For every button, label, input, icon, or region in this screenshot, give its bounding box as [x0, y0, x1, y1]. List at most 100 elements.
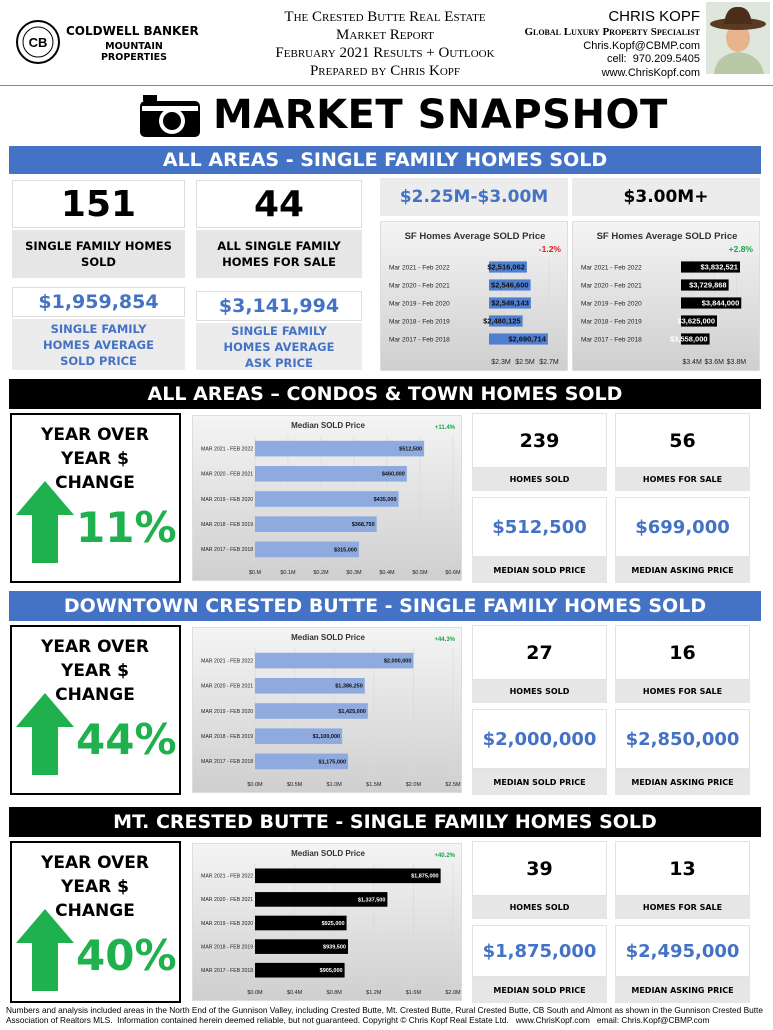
- category-label: Mar 2017 - Feb 2018: [389, 336, 450, 343]
- stat-value: 13: [615, 841, 750, 896]
- category-label: Mar 2017 - Feb 2018: [581, 336, 642, 343]
- bar-value-label: $925,000: [322, 921, 345, 927]
- bar: [255, 703, 368, 719]
- stat-value: 239: [472, 413, 607, 468]
- stat-price: $1,875,000: [472, 925, 607, 977]
- report-line: Market Report: [336, 27, 434, 43]
- x-tick-label: $0.6M: [445, 570, 461, 576]
- bar-value-label: $3,729,868: [689, 281, 727, 290]
- bar-value-label: $2,546,600: [491, 281, 529, 290]
- stat-value: 27: [472, 625, 607, 680]
- agent-email: Chris.Kopf@CBMP.com: [583, 39, 700, 52]
- stat-label: SINGLE FAMILY HOMES SOLD: [12, 230, 185, 278]
- x-tick-label: $0.4M: [379, 570, 395, 576]
- bar-chart: SF Homes Average SOLD Price+2.8%$3.4M $3.…: [572, 221, 760, 371]
- section-banner: DOWNTOWN CRESTED BUTTE - SINGLE FAMILY H…: [9, 591, 761, 621]
- bar-value-label: $368,750: [352, 522, 375, 528]
- x-tick-label: $0.1M: [280, 570, 296, 576]
- category-label: Mar 2018 - Feb 2019: [389, 318, 450, 325]
- page-title: MARKET SNAPSHOT: [213, 92, 668, 138]
- bar: [681, 297, 742, 309]
- category-label: Mar 2021 - Feb 2022: [581, 264, 642, 271]
- chart-title: SF Homes Average SOLD Price: [597, 231, 738, 242]
- bar: [255, 915, 347, 931]
- bar-value-label: $3,844,000: [702, 299, 740, 308]
- bar-value-label: $1,425,000: [338, 709, 366, 715]
- stat-label: HOMES FOR SALE: [615, 680, 750, 703]
- category-label: MAR 2019 - FEB 2020: [201, 497, 253, 503]
- x-tick-label: $1.2M: [366, 990, 382, 996]
- bar-value-label: $2,480,125: [483, 317, 521, 326]
- x-tick-label: $0.4M: [287, 990, 303, 996]
- chart-change: +11.4%: [435, 425, 456, 431]
- stat-label: MEDIAN SOLD PRICE: [472, 557, 607, 583]
- bar: [255, 541, 359, 558]
- chart-change: +40.2%: [434, 853, 455, 859]
- up-arrow: [16, 693, 74, 775]
- bar-value-label: $2,000,000: [384, 659, 412, 665]
- agent-cell: cell: 970.209.5405: [607, 53, 700, 65]
- category-label: MAR 2017 - FEB 2018: [201, 547, 253, 553]
- stat-label: MEDIAN ASKING PRICE: [615, 769, 750, 795]
- stat-value: 56: [615, 413, 750, 468]
- header-rule: [0, 85, 773, 86]
- x-tick-label: $2.3M: [491, 359, 511, 366]
- report-line: Prepared by Chris Kopf: [309, 63, 461, 79]
- stat-price: $2,000,000: [472, 709, 607, 769]
- arrow-shape: [16, 909, 74, 991]
- yoy-box: YEAR OVER YEAR $ CHANGE 40%: [10, 841, 181, 1003]
- bar-value-label: $1,386,250: [335, 684, 363, 690]
- chart-change: -1.2%: [539, 244, 562, 254]
- category-label: Mar 2018 - Feb 2019: [581, 318, 642, 325]
- agent-name: CHRIS KOPF: [608, 8, 700, 25]
- stat-value: 151: [12, 180, 185, 228]
- bar: [255, 892, 388, 907]
- bar: [255, 677, 365, 694]
- x-tick-label: $0.0M: [247, 782, 263, 788]
- bar: [255, 465, 407, 482]
- category-label: MAR 2019 - FEB 2020: [201, 709, 253, 715]
- bar: [489, 315, 523, 327]
- chart-change: +44.3%: [434, 637, 455, 643]
- stat-price: $699,000: [615, 497, 750, 557]
- bar: [255, 753, 349, 770]
- x-tick-label: $2.5M: [445, 782, 461, 788]
- bar: [489, 333, 548, 345]
- category-label: MAR 2018 - FEB 2019: [201, 944, 253, 950]
- bar: [681, 279, 729, 291]
- stat-label: MEDIAN ASKING PRICE: [615, 977, 750, 1003]
- range-label: $2.25M-$3.00M: [380, 178, 568, 216]
- agent-photo: [706, 2, 770, 74]
- bar: [255, 728, 343, 745]
- stat-label: SINGLE FAMILY HOMES AVERAGE ASK PRICE: [196, 323, 362, 370]
- stat-label: HOMES FOR SALE: [615, 896, 750, 919]
- x-tick-label: $1.6M: [406, 990, 422, 996]
- report-line: The Crested Butte Real Estate: [284, 9, 486, 25]
- stat-label: HOMES SOLD: [472, 680, 607, 703]
- category-label: Mar 2019 - Feb 2020: [581, 300, 642, 307]
- bar-value-label: $3,832,521: [700, 263, 738, 272]
- stat-label: ALL SINGLE FAMILY HOMES FOR SALE: [196, 230, 362, 278]
- bar: [255, 962, 345, 978]
- bar-chart: Median SOLD Price +11.4% $0.M $0.1M $0.2M $0.…: [192, 415, 462, 581]
- bar-chart: Median SOLD Price +44.3% $0.0M $0.5M $1.0M $1…: [192, 627, 462, 793]
- arrow-shape: [16, 481, 74, 563]
- bar: [681, 315, 717, 327]
- category-label: MAR 2017 - FEB 2018: [201, 759, 253, 765]
- stat-price: $2,495,000: [615, 925, 750, 977]
- yoy-label: YEAR OVER YEAR $ CHANGE: [41, 425, 149, 493]
- bar-value-label: $905,000: [320, 968, 343, 974]
- x-tick-label: $0.M: [249, 570, 262, 576]
- stat-price: $2,850,000: [615, 709, 750, 769]
- category-label: MAR 2018 - FEB 2019: [201, 522, 253, 528]
- x-tick-label: $1.5M: [366, 782, 382, 788]
- report-lines: The Crested Butte Real Estate Market Rep…: [230, 8, 540, 80]
- bar-chart: Median SOLD Price +40.2% $0.0M $0.4M $0.8M $1…: [192, 843, 462, 1001]
- x-tick-label: $3.4M: [682, 359, 702, 366]
- category-label: Mar 2021 - Feb 2022: [389, 264, 450, 271]
- bar: [681, 333, 710, 345]
- bar-value-label: $1,100,000: [313, 734, 341, 740]
- x-tick-label: $3.6M: [704, 359, 724, 366]
- stat-value: 16: [615, 625, 750, 680]
